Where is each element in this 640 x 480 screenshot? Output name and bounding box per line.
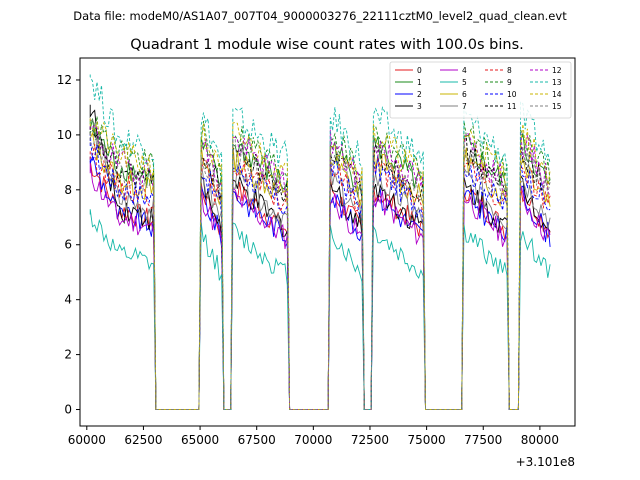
legend-label-6: 6	[462, 90, 467, 99]
legend-label-8: 8	[507, 66, 512, 75]
x-tick-label: 80000	[521, 433, 559, 447]
plot-area: 60000 62500 65000 67500 70000 72500 75000 77500…	[57, 57, 576, 469]
series-line-6	[89, 131, 551, 410]
legend-label-5: 5	[462, 78, 467, 87]
series-line-3	[89, 104, 551, 410]
series-line-9	[89, 116, 551, 410]
series-line-10	[89, 134, 551, 410]
legend-label-10: 10	[507, 90, 517, 99]
legend-label-12: 12	[552, 66, 562, 75]
x-tick-label: 75000	[408, 433, 446, 447]
series-line-13	[89, 74, 551, 410]
series-line-7	[89, 118, 551, 410]
legend-label-0: 0	[417, 66, 422, 75]
series-line-4	[89, 163, 551, 410]
legend-label-4: 4	[462, 66, 467, 75]
y-tick-label: 2	[64, 348, 72, 362]
y-tick-label: 4	[64, 293, 72, 307]
legend-label-14: 14	[552, 90, 562, 99]
series-line-12	[89, 124, 551, 410]
legend-label-1: 1	[417, 78, 422, 87]
x-tick-label: 70000	[294, 433, 332, 447]
x-tick-label: 77500	[464, 433, 502, 447]
y-tick-label: 8	[64, 183, 72, 197]
x-tick-label: 67500	[238, 433, 276, 447]
x-tick-label: 72500	[351, 433, 389, 447]
y-axis: 0 2 4 6 8 10 12	[57, 73, 80, 417]
x-axis: 60000 62500 65000 67500 70000 72500 75000 77500…	[68, 426, 559, 447]
y-tick-label: 0	[64, 403, 72, 417]
series-line-0	[89, 160, 551, 410]
y-tick-label: 10	[57, 128, 72, 142]
x-tick-label: 60000	[68, 433, 106, 447]
series-layer	[89, 74, 551, 410]
y-tick-label: 12	[57, 73, 72, 87]
x-offset-label: +3.101e8	[516, 455, 575, 469]
series-line-14	[89, 118, 551, 410]
legend-label-2: 2	[417, 90, 422, 99]
plot-frame	[79, 57, 576, 427]
x-tick-label: 65000	[181, 433, 219, 447]
legend-label-15: 15	[552, 102, 562, 111]
legend-box	[389, 61, 572, 119]
legend-label-13: 13	[552, 78, 562, 87]
series-line-8	[89, 144, 551, 410]
legend-label-11: 11	[507, 102, 517, 111]
series-line-11	[89, 127, 551, 410]
legend-label-7: 7	[462, 102, 467, 111]
x-tick-label: 62500	[124, 433, 162, 447]
legend-label-9: 9	[507, 78, 512, 87]
y-tick-label: 6	[64, 238, 72, 252]
legend-label-3: 3	[417, 102, 422, 111]
chart-title: Quadrant 1 module wise count rates with …	[130, 37, 524, 53]
suptitle: Data file: modeM0/AS1A07_007T04_90000032…	[73, 9, 567, 23]
series-line-15	[89, 132, 551, 410]
series-line-5	[89, 209, 551, 410]
